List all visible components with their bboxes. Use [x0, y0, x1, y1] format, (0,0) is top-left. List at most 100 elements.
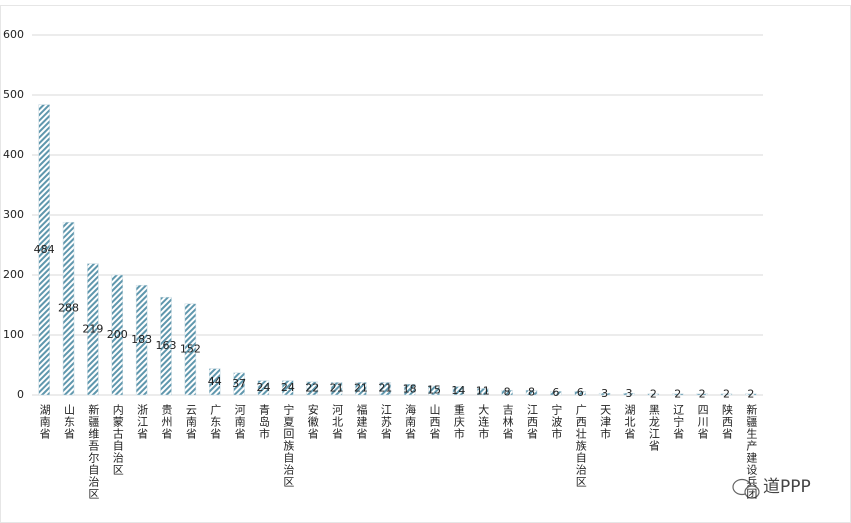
bar	[671, 393, 684, 396]
bar	[209, 368, 221, 396]
x-tick-label: 陕西省	[720, 403, 733, 440]
bar	[623, 392, 635, 396]
bar	[525, 389, 538, 396]
x-tick-label: 江西省	[526, 404, 539, 440]
x-tick-label: 山东省	[63, 404, 76, 440]
bar	[647, 393, 660, 396]
x-tick-label: 湖南省	[38, 404, 51, 440]
bar	[233, 372, 245, 396]
data-label: 183	[131, 333, 152, 346]
bar	[38, 104, 50, 396]
data-label: 21	[330, 382, 344, 395]
watermark-text: 道PPP	[763, 477, 811, 497]
x-tick-label: 青岛市	[257, 404, 270, 440]
data-label: 22	[305, 381, 319, 394]
bar	[355, 382, 367, 396]
data-label: 11	[476, 385, 490, 398]
x-tick-label: 山西省	[428, 404, 441, 440]
data-label: 21	[354, 382, 368, 395]
bar	[403, 383, 416, 396]
data-label: 163	[156, 339, 177, 352]
x-tick-label: 云南省	[184, 404, 197, 440]
x-tick-label: 广西壮族自治区	[574, 404, 587, 488]
bar	[160, 296, 172, 396]
chart-border	[0, 5, 851, 523]
y-tick-label: 100	[3, 328, 24, 341]
data-label: 18	[403, 383, 417, 396]
data-label: 200	[107, 328, 128, 341]
x-tick-label: 黑龙江省	[647, 404, 660, 452]
x-tick-label: 河北省	[331, 404, 344, 440]
data-label: 21	[378, 382, 392, 395]
bar	[720, 393, 733, 396]
y-tick-label: 600	[3, 28, 24, 41]
data-label: 8	[504, 386, 511, 399]
x-tick-label: 吉林省	[501, 404, 514, 440]
x-tick-label: 内蒙古自治区	[111, 403, 124, 476]
bar	[282, 380, 294, 396]
x-tick-label: 河南省	[233, 404, 246, 440]
bar	[62, 221, 75, 396]
x-tick-label: 浙江省	[136, 404, 149, 440]
bar	[696, 393, 708, 396]
bar	[257, 380, 270, 396]
data-label: 288	[58, 302, 79, 315]
bar	[87, 263, 99, 396]
x-tick-label: 新疆生产建设兵团	[745, 403, 758, 500]
bar	[477, 388, 489, 396]
x-tick-label: 宁波市	[550, 403, 563, 440]
data-label: 6	[577, 386, 584, 399]
x-tick-label: 辽宁省	[672, 404, 685, 440]
x-tick-label: 新疆维吾尔自治区	[87, 403, 100, 500]
bar	[135, 284, 148, 396]
y-tick-label: 200	[3, 268, 24, 281]
data-label: 152	[180, 342, 201, 355]
data-label: 2	[650, 387, 657, 400]
bar	[598, 392, 611, 396]
x-tick-label: 贵州省	[160, 404, 173, 440]
bar	[452, 386, 465, 396]
bar	[501, 389, 513, 396]
data-label: 219	[82, 322, 103, 335]
watermark: 道PPP	[732, 477, 811, 499]
x-tick-label: 海南省	[404, 403, 417, 440]
x-tick-label: 宁夏回族自治区	[282, 403, 295, 488]
data-label: 24	[256, 381, 270, 394]
x-tick-label: 四川省	[696, 404, 709, 440]
data-label: 14	[451, 384, 465, 397]
y-tick-label: 400	[3, 148, 24, 161]
data-label: 15	[427, 384, 441, 397]
x-tick-label: 天津市	[599, 404, 612, 440]
data-label: 44	[208, 375, 222, 388]
data-label: 6	[552, 386, 559, 399]
x-tick-label: 湖北省	[623, 404, 636, 440]
x-tick-label: 大连市	[477, 403, 490, 440]
y-tick-label: 500	[3, 88, 24, 101]
watermark-icon	[744, 485, 760, 499]
data-label: 37	[232, 377, 246, 390]
data-label: 2	[747, 387, 754, 400]
x-tick-label: 广东省	[209, 404, 222, 440]
bar	[428, 385, 440, 396]
bar	[550, 391, 562, 396]
bar	[111, 274, 124, 396]
y-tick-label: 300	[3, 208, 24, 221]
data-label: 2	[723, 387, 730, 400]
y-tick-label: 0	[17, 388, 24, 401]
data-label: 24	[281, 381, 295, 394]
data-label: 3	[625, 387, 632, 400]
data-label: 3	[601, 387, 608, 400]
x-tick-label: 江苏省	[379, 404, 392, 440]
bar	[745, 393, 757, 396]
bar	[330, 382, 343, 396]
data-label: 8	[528, 386, 535, 399]
x-tick-label: 福建省	[355, 403, 368, 440]
bar	[184, 303, 197, 396]
data-label: 2	[674, 387, 681, 400]
bar	[574, 391, 586, 396]
bar	[306, 381, 318, 396]
bar	[379, 382, 392, 396]
x-tick-label: 重庆市	[452, 403, 465, 440]
data-label: 2	[699, 387, 706, 400]
